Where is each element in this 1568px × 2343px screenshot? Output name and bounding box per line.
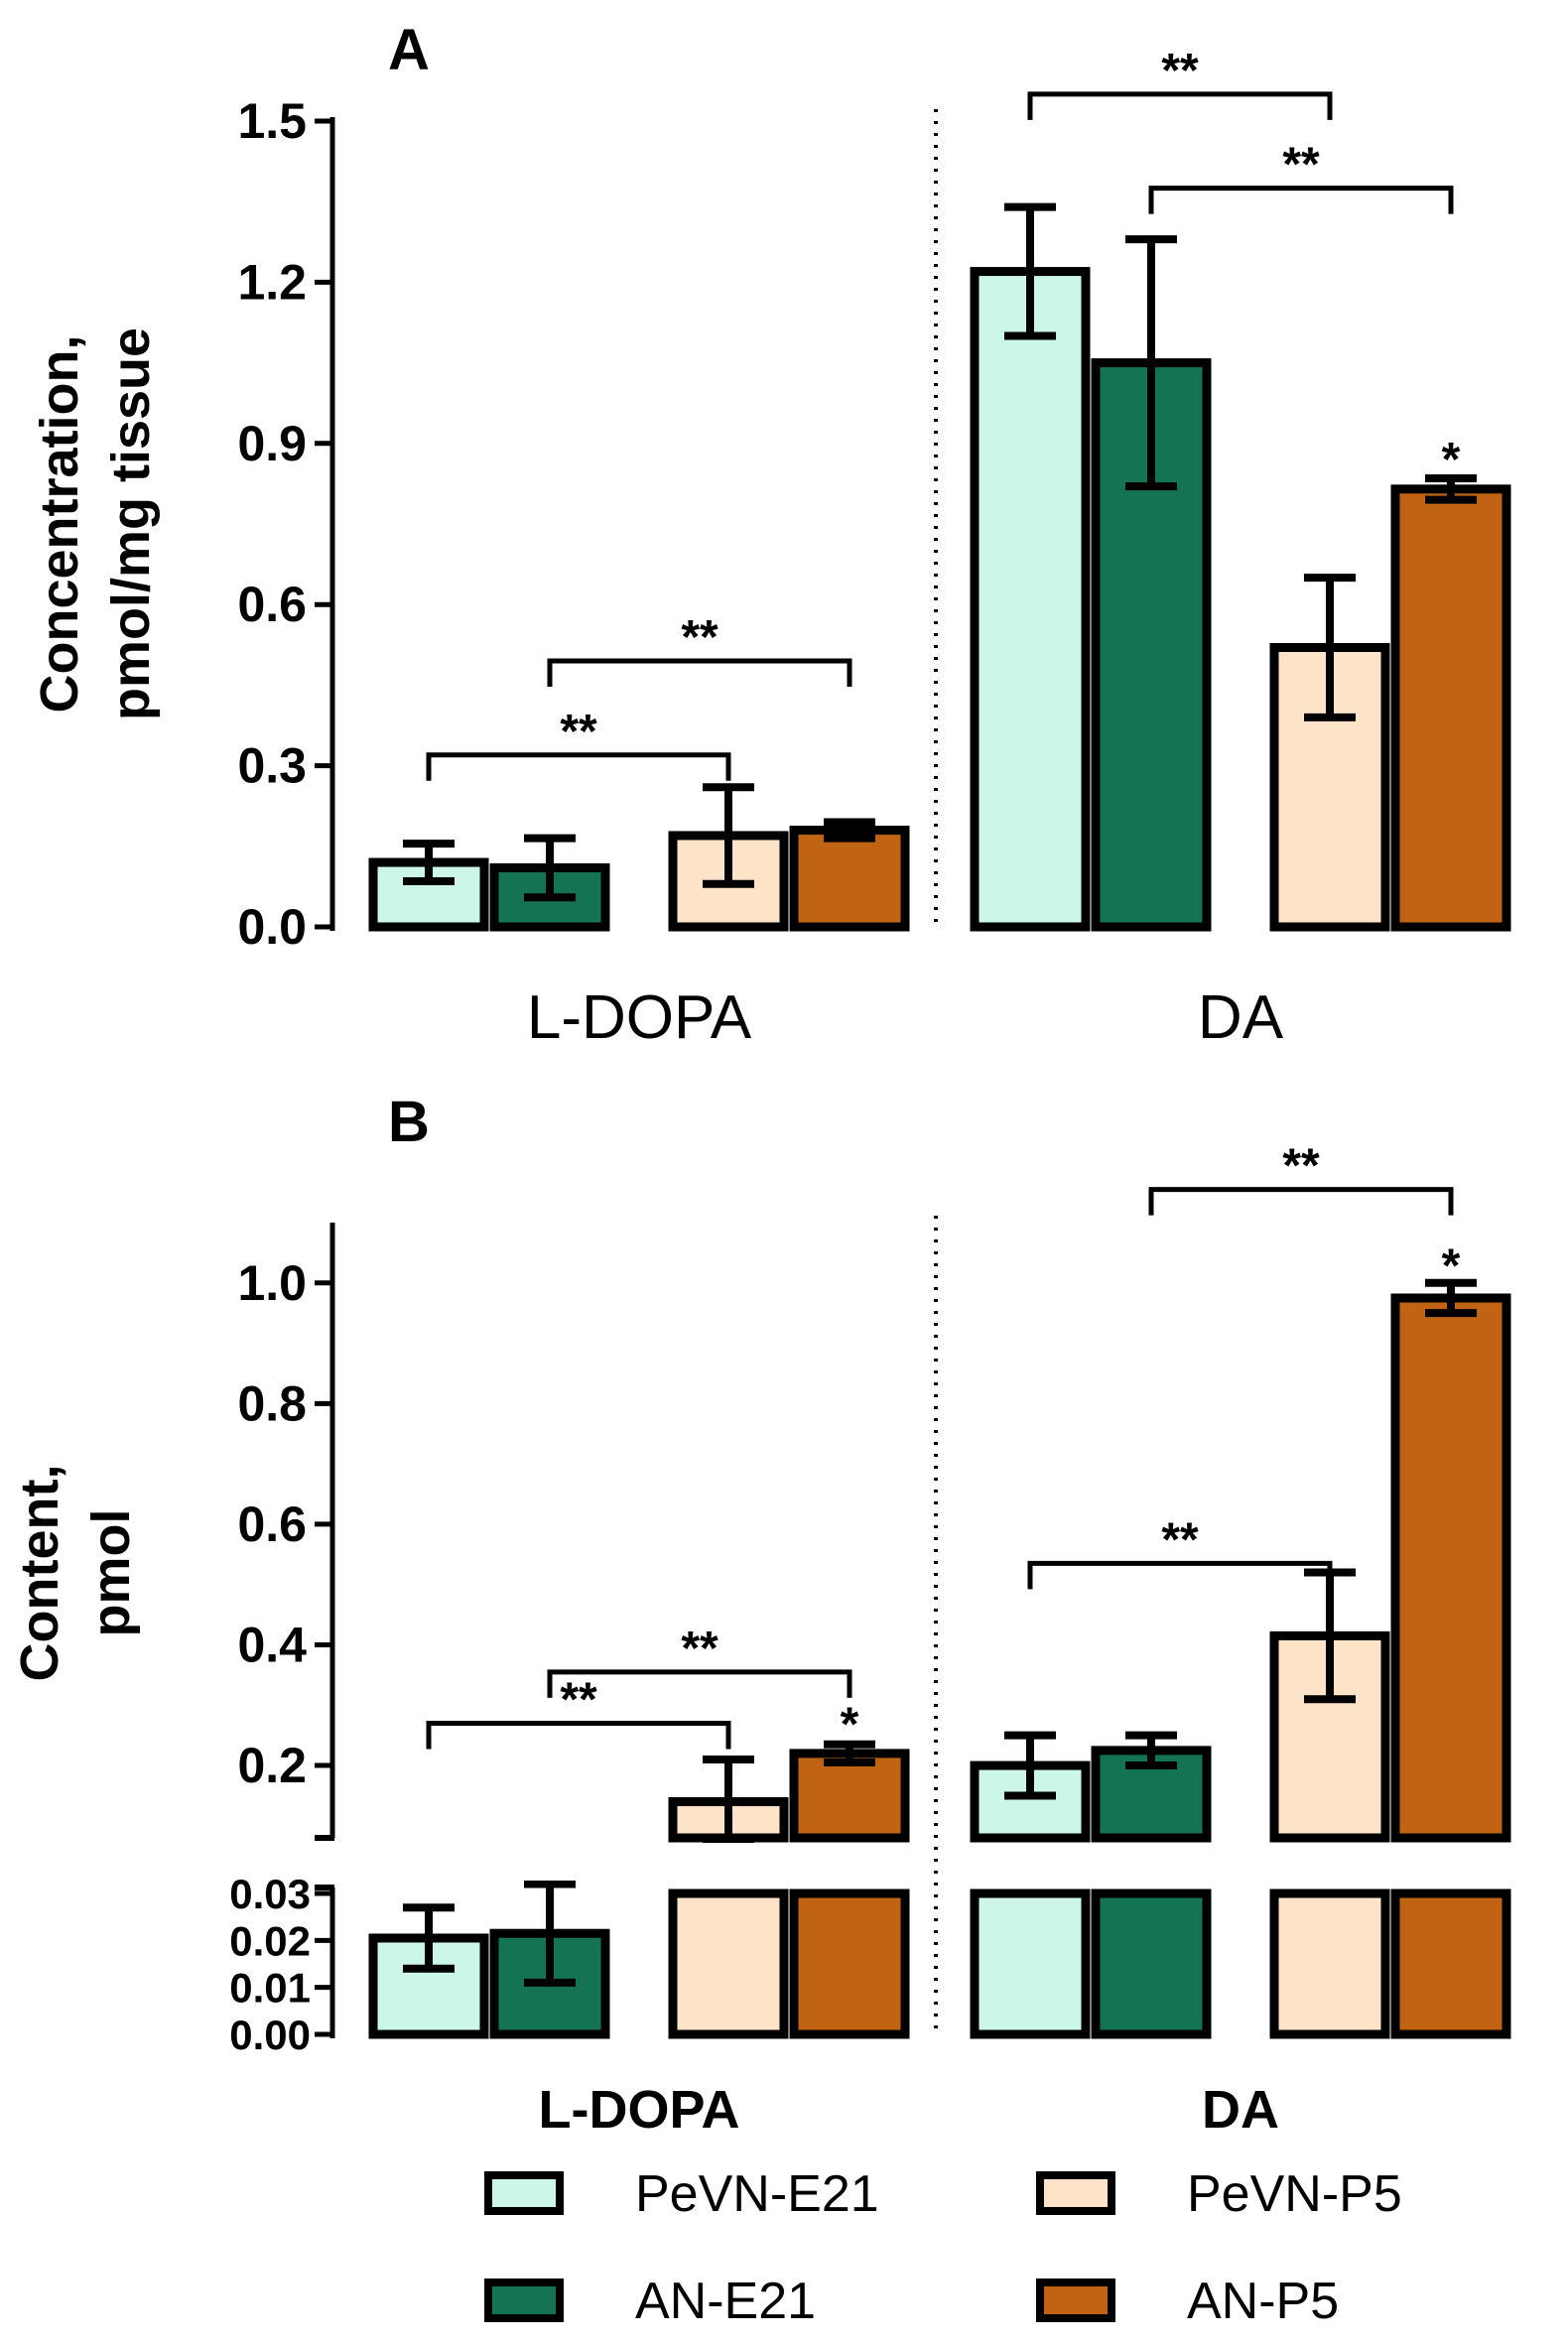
panel-b-ytick-label: 0.6 bbox=[237, 1497, 307, 1552]
panel-a-significance-label: ** bbox=[1282, 139, 1320, 192]
panel-b-ytick-label-lower: 0.03 bbox=[229, 1871, 311, 1917]
legend-label: PeVN-E21 bbox=[635, 2165, 879, 2223]
panel-b-letter: B bbox=[388, 1090, 430, 1154]
panel-b-category-label: L-DOPA bbox=[539, 2080, 740, 2140]
panel-a-significance-label: ** bbox=[1161, 45, 1199, 97]
panel-a-ylabel-line1: Concentration, bbox=[30, 334, 89, 713]
panel-b-ylabel-line2: pmol bbox=[81, 1509, 141, 1637]
legend-swatch bbox=[1036, 2278, 1115, 2322]
panel-b-star: * bbox=[1442, 1240, 1461, 1293]
panel-a-ytick-label: 0.3 bbox=[237, 738, 307, 794]
panel-a-ylabel-line2: pmol/mg tissue bbox=[101, 327, 161, 720]
panel-a-significance-bracket bbox=[1148, 186, 1454, 214]
panel-a-star: * bbox=[1442, 434, 1461, 486]
panel-a-bar bbox=[970, 267, 1091, 932]
panel-b-significance-label: ** bbox=[681, 1623, 719, 1675]
panel-a-bar bbox=[1390, 484, 1511, 932]
panel-b-significance-label: ** bbox=[560, 1674, 597, 1727]
panel-b-significance-label: ** bbox=[1282, 1140, 1320, 1193]
panel-a-letter: A bbox=[388, 18, 430, 82]
legend-swatch bbox=[484, 2278, 564, 2322]
legend-label: AN-E21 bbox=[635, 2273, 816, 2330]
legend-label: AN-P5 bbox=[1187, 2273, 1339, 2330]
panel-b-bar-lower bbox=[1269, 1888, 1390, 2039]
panel-a-significance-label: ** bbox=[681, 611, 719, 664]
panel-b-bar-lower bbox=[1091, 1888, 1212, 2039]
panel-a-ytick-label: 0.6 bbox=[237, 577, 307, 632]
panel-a-significance-bracket bbox=[1027, 91, 1333, 120]
panel-b-bar-lower bbox=[789, 1888, 910, 2039]
panel-b: B 0.2 0.4 0.6 0.8 1.0 0.000.010.020.03 Content,… bbox=[10, 1090, 1532, 2140]
panel-a-significance-bracket bbox=[426, 752, 731, 781]
panel-b-ytick-label: 0.2 bbox=[237, 1738, 307, 1793]
panel-b-category-label: DA bbox=[1202, 2080, 1279, 2140]
panel-a-significance-bracket bbox=[547, 658, 852, 688]
panel-a-ytick-label: 0.0 bbox=[237, 899, 307, 955]
legend-swatch bbox=[484, 2171, 564, 2215]
panel-a-bar bbox=[789, 826, 910, 932]
panel-b-bar-lower bbox=[668, 1888, 789, 2039]
panel-a-category-label: DA bbox=[1198, 983, 1284, 1052]
legend-swatch bbox=[1036, 2171, 1115, 2215]
panel-b-ytick-label: 0.8 bbox=[237, 1375, 307, 1431]
panel-a-ytick-label: 0.9 bbox=[237, 416, 307, 471]
panel-b-ytick-label: 0.4 bbox=[237, 1617, 307, 1672]
panel-b-ytick-label-lower: 0.02 bbox=[229, 1917, 311, 1964]
panel-a-ytick-label: 1.5 bbox=[237, 93, 307, 149]
panel-b-bar-lower bbox=[970, 1888, 1091, 2039]
panel-b-ytick-label-lower: 0.01 bbox=[229, 1965, 311, 2012]
panel-a-ytick-label: 1.2 bbox=[237, 254, 307, 310]
panel-b-bar-lower bbox=[1390, 1888, 1511, 2039]
legend: PeVN-E21 AN-E21 PeVN-P5 AN-P5 bbox=[484, 2165, 1402, 2330]
panel-b-significance-bracket bbox=[547, 1669, 852, 1698]
legend-label: PeVN-P5 bbox=[1187, 2165, 1402, 2223]
panel-b-star: * bbox=[841, 1699, 859, 1752]
panel-b-significance-bracket bbox=[1027, 1560, 1333, 1590]
panel-b-significance-bracket bbox=[426, 1721, 731, 1750]
panel-b-ylabel-line1: Content, bbox=[10, 1465, 69, 1682]
panel-b-ytick-label: 1.0 bbox=[237, 1255, 307, 1311]
panel-b-bar-upper bbox=[789, 1749, 910, 1843]
panel-b-significance-bracket bbox=[1148, 1187, 1454, 1216]
panel-b-ytick-label-lower: 0.00 bbox=[229, 2012, 311, 2058]
panel-a-category-label: L-DOPA bbox=[527, 983, 752, 1052]
panel-a: A 0.0 0.3 0.6 0.9 1.2 1.5 Concentration, pmol/mg… bbox=[30, 18, 1511, 1052]
panel-b-bar-upper bbox=[1390, 1293, 1511, 1843]
panel-a-significance-label: ** bbox=[560, 706, 597, 758]
panel-b-significance-label: ** bbox=[1161, 1513, 1199, 1566]
